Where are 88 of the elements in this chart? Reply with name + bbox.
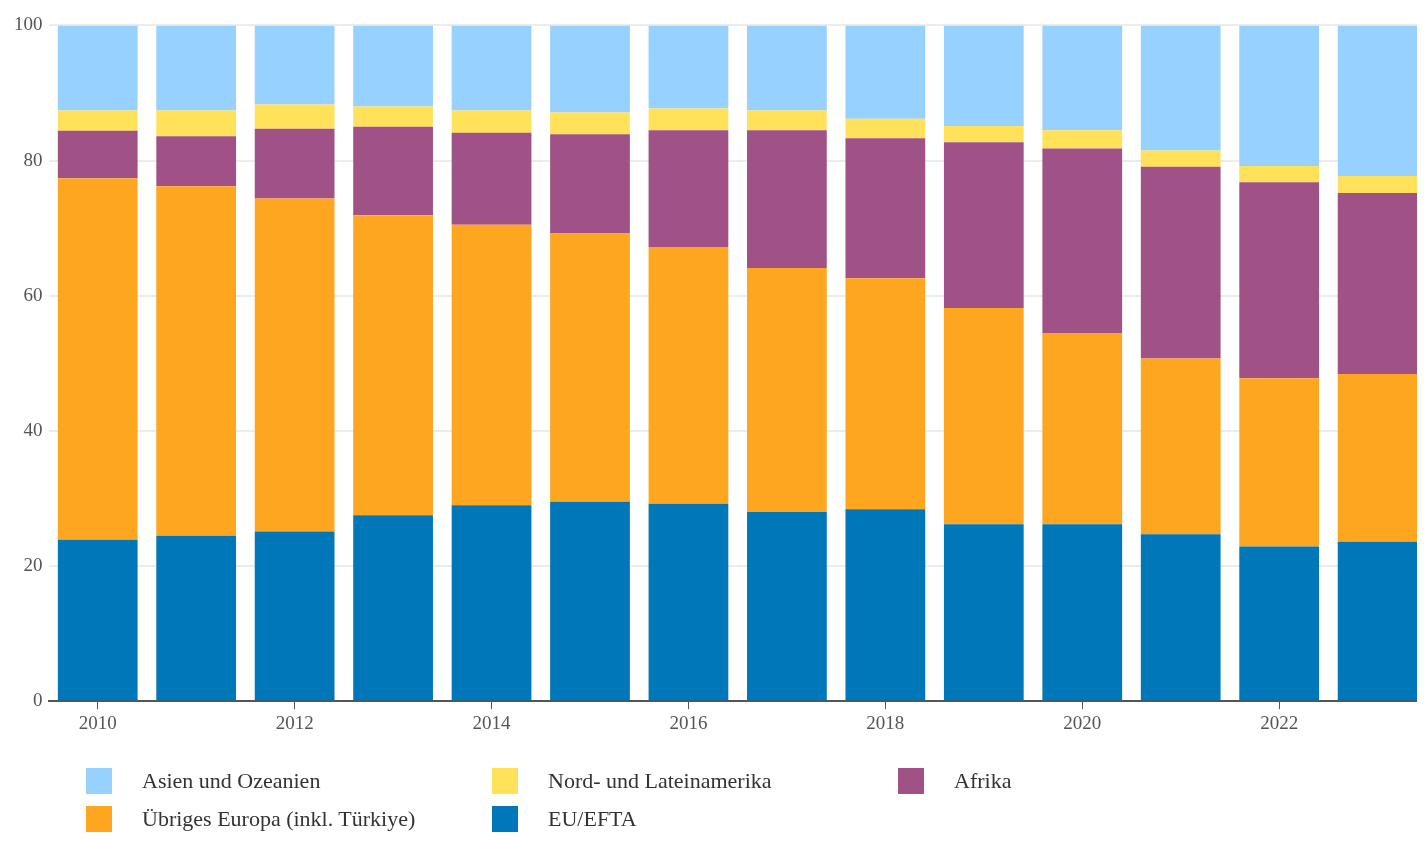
y-tick-label: 100 [14, 13, 43, 35]
bar [1337, 193, 1417, 375]
bar [845, 278, 926, 510]
bar [156, 110, 237, 137]
bar [1140, 150, 1221, 167]
bar [451, 132, 532, 225]
bar [156, 25, 237, 111]
bar [943, 25, 1024, 127]
bar [1140, 358, 1221, 535]
bar [550, 134, 630, 234]
bar [550, 112, 630, 135]
bar [57, 25, 138, 111]
bar [1140, 534, 1221, 701]
bar [1140, 25, 1221, 151]
y-tick-label: 80 [23, 148, 43, 170]
bar [1337, 25, 1417, 177]
bar [57, 130, 138, 179]
bar [57, 178, 138, 540]
bar [1239, 165, 1320, 183]
x-tick-label: 2018 [866, 711, 905, 733]
bar [1239, 25, 1320, 166]
bar [845, 118, 926, 139]
bar [845, 509, 926, 701]
bar [648, 130, 729, 248]
bar [747, 511, 827, 701]
bar [943, 142, 1024, 308]
x-tick-label: 2014 [472, 711, 512, 733]
bar [845, 25, 926, 119]
legend-label: EU/EFTA [548, 806, 637, 832]
bar [747, 268, 827, 512]
bar [1042, 524, 1123, 701]
bar [1337, 176, 1417, 193]
bar [550, 25, 630, 113]
bar [254, 531, 335, 701]
x-tick-label: 2012 [275, 711, 314, 733]
legend-label: Afrika [954, 768, 1012, 794]
bar [943, 126, 1024, 143]
bar [648, 503, 729, 701]
bar [1042, 25, 1123, 131]
y-tick-label: 60 [23, 283, 43, 305]
bar [353, 126, 433, 216]
bar [451, 110, 532, 133]
bar [1042, 333, 1123, 525]
x-tick-label: 2016 [669, 711, 708, 733]
x-tick-label: 2022 [1260, 711, 1299, 733]
legend-label: Nord- und Lateinamerika [548, 768, 772, 794]
bar [550, 233, 630, 502]
bar [156, 535, 237, 701]
bar [254, 128, 335, 199]
bar [1337, 374, 1417, 542]
bar [254, 198, 335, 532]
bar [747, 110, 827, 131]
bar [353, 215, 433, 516]
bar [943, 307, 1024, 525]
bar [943, 524, 1024, 701]
bar [648, 247, 729, 504]
bar [648, 108, 729, 131]
y-tick-label: 20 [23, 554, 43, 576]
y-tick-label: 40 [23, 418, 43, 440]
bar [550, 501, 630, 701]
bar [254, 25, 335, 105]
bar [156, 136, 237, 187]
bar [156, 186, 237, 536]
bar [1337, 541, 1417, 701]
bar [1239, 546, 1320, 701]
bar [451, 224, 532, 506]
x-tick-label: 2020 [1063, 711, 1102, 733]
bar [1239, 378, 1320, 547]
bar [254, 104, 335, 129]
bar [353, 106, 433, 127]
bar [747, 25, 827, 111]
bar [747, 130, 827, 269]
bar [1042, 130, 1123, 149]
bar [1042, 148, 1123, 334]
bar [648, 25, 729, 109]
bar [1239, 182, 1320, 379]
legend-label: Asien und Ozeanien [142, 768, 321, 794]
bar [1140, 166, 1221, 359]
x-tick-label: 2010 [78, 711, 117, 733]
bar [57, 110, 138, 131]
y-tick-label: 0 [33, 689, 43, 711]
bar [353, 25, 433, 107]
bar [451, 25, 532, 111]
bar [451, 505, 532, 701]
bar [845, 138, 926, 279]
legend-label: Übriges Europa (inkl. Türkiye) [142, 806, 416, 832]
bar [57, 539, 138, 701]
bar [353, 515, 433, 701]
